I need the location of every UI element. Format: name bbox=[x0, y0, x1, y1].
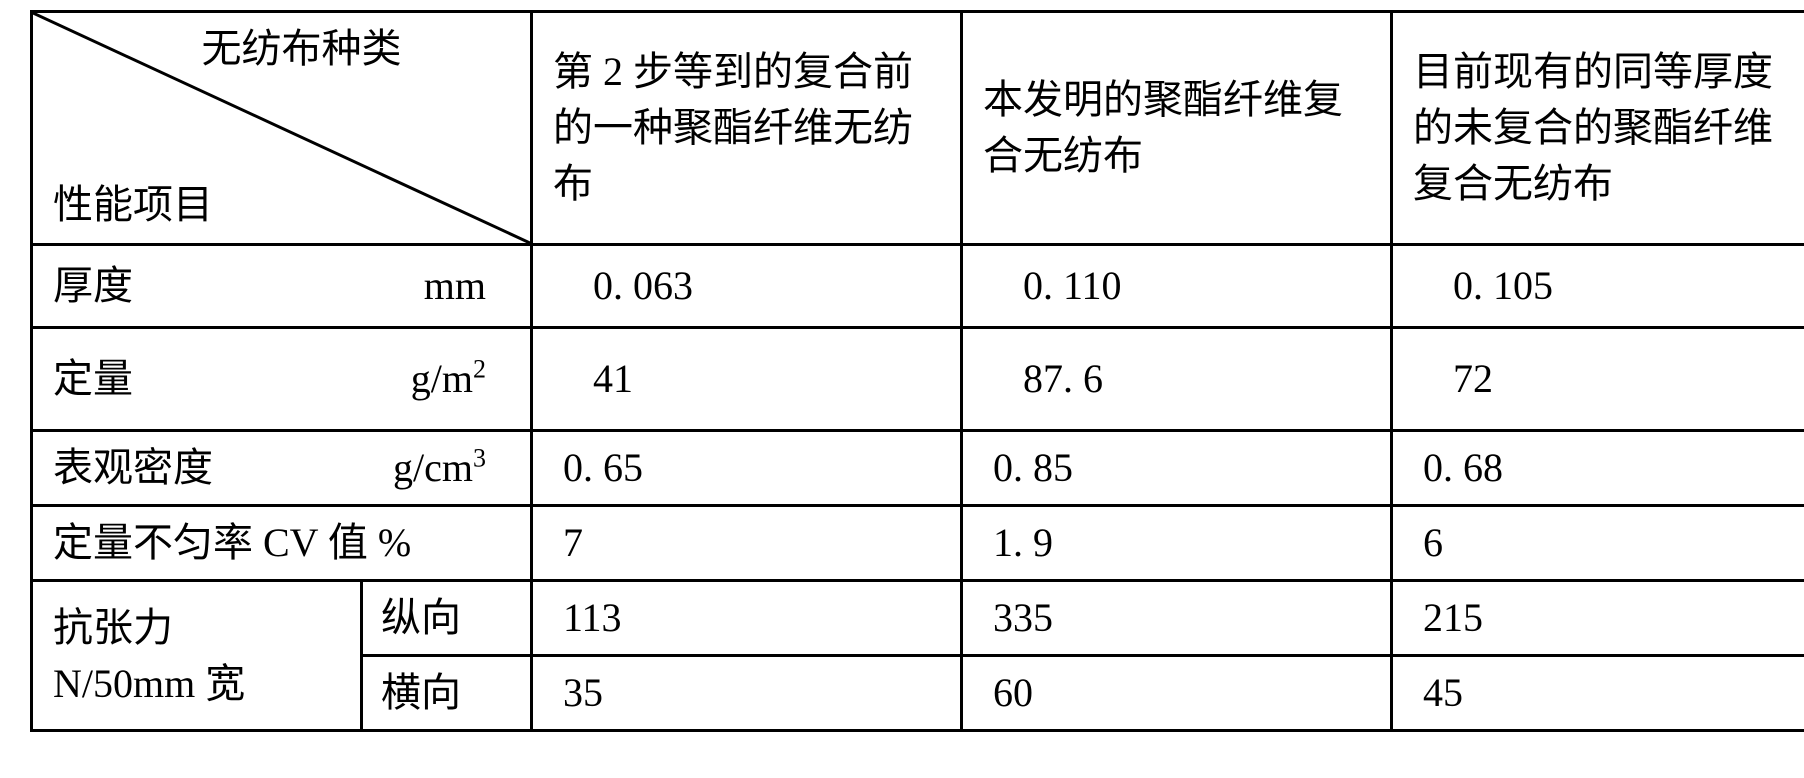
header-col-3: 目前现有的同等厚度的未复合的聚酯纤维复合无纺布 bbox=[1392, 12, 1804, 245]
cell-thickness-v3: 0. 105 bbox=[1392, 245, 1804, 328]
cell-cv-v2: 1. 9 bbox=[962, 506, 1392, 581]
cell-tensile-md-v1: 113 bbox=[532, 581, 962, 656]
row-thickness: 厚度 mm 0. 063 0. 110 0. 105 bbox=[32, 245, 1804, 328]
header-col-2: 本发明的聚酯纤维复合无纺布 bbox=[962, 12, 1392, 245]
row-density: 表观密度 g/cm3 0. 65 0. 85 0. 68 bbox=[32, 431, 1804, 506]
label-density: 表观密度 bbox=[53, 445, 213, 490]
unit-grammage: g/m2 bbox=[411, 351, 486, 407]
header-bottom-label: 性能项目 bbox=[53, 177, 213, 233]
header-top-label: 无纺布种类 bbox=[33, 21, 530, 77]
label-tensile-line2: N/50mm 宽 bbox=[53, 656, 340, 712]
cell-cv-label: 定量不匀率 CV 值 % bbox=[32, 506, 532, 581]
row-grammage: 定量 g/m2 41 87. 6 72 bbox=[32, 328, 1804, 431]
cell-thickness-v2: 0. 110 bbox=[962, 245, 1392, 328]
unit-density: g/cm3 bbox=[393, 440, 486, 496]
cell-thickness-v1: 0. 063 bbox=[532, 245, 962, 328]
label-tensile-line1: 抗张力 bbox=[53, 600, 340, 656]
cell-density-v2: 0. 85 bbox=[962, 431, 1392, 506]
cell-tensile-group-label: 抗张力 N/50mm 宽 bbox=[32, 581, 362, 731]
cell-tensile-md-v3: 215 bbox=[1392, 581, 1804, 656]
properties-table: 无纺布种类 性能项目 第 2 步等到的复合前的一种聚酯纤维无纺布 本发明的聚酯纤… bbox=[30, 10, 1804, 732]
label-thickness: 厚度 bbox=[53, 263, 133, 308]
cell-cv-v1: 7 bbox=[532, 506, 962, 581]
header-col-1: 第 2 步等到的复合前的一种聚酯纤维无纺布 bbox=[532, 12, 962, 245]
table-header-row: 无纺布种类 性能项目 第 2 步等到的复合前的一种聚酯纤维无纺布 本发明的聚酯纤… bbox=[32, 12, 1804, 245]
cell-tensile-cd-v2: 60 bbox=[962, 656, 1392, 731]
row-tensile-md: 抗张力 N/50mm 宽 纵向 113 335 215 bbox=[32, 581, 1804, 656]
cell-density-v3: 0. 68 bbox=[1392, 431, 1804, 506]
row-cv: 定量不匀率 CV 值 % 7 1. 9 6 bbox=[32, 506, 1804, 581]
cell-grammage-v1: 41 bbox=[532, 328, 962, 431]
cell-tensile-md-v2: 335 bbox=[962, 581, 1392, 656]
cell-grammage-label: 定量 g/m2 bbox=[32, 328, 532, 431]
cell-tensile-cd-label: 横向 bbox=[362, 656, 532, 731]
cell-tensile-cd-v3: 45 bbox=[1392, 656, 1804, 731]
cell-grammage-v3: 72 bbox=[1392, 328, 1804, 431]
cell-density-v1: 0. 65 bbox=[532, 431, 962, 506]
label-grammage: 定量 bbox=[53, 356, 133, 401]
cell-thickness-label: 厚度 mm bbox=[32, 245, 532, 328]
cell-cv-v3: 6 bbox=[1392, 506, 1804, 581]
diagonal-header-cell: 无纺布种类 性能项目 bbox=[32, 12, 532, 245]
cell-density-label: 表观密度 g/cm3 bbox=[32, 431, 532, 506]
unit-thickness: mm bbox=[424, 258, 486, 314]
cell-tensile-cd-v1: 35 bbox=[532, 656, 962, 731]
cell-tensile-md-label: 纵向 bbox=[362, 581, 532, 656]
cell-grammage-v2: 87. 6 bbox=[962, 328, 1392, 431]
